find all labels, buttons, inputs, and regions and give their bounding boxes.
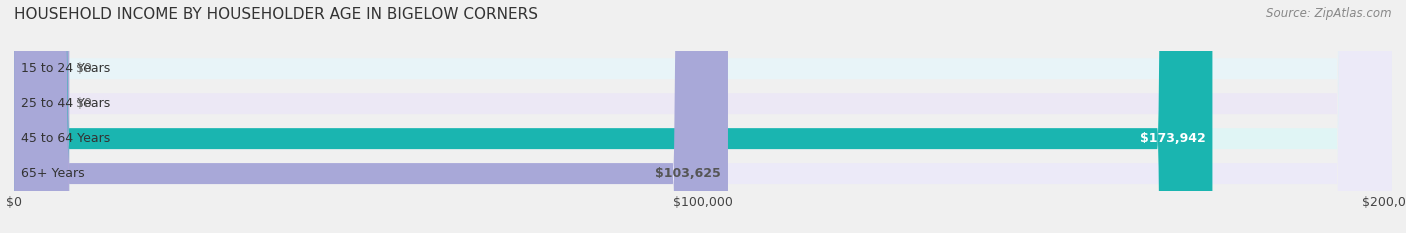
Text: 25 to 44 Years: 25 to 44 Years: [21, 97, 110, 110]
FancyBboxPatch shape: [14, 0, 1212, 233]
Text: 65+ Years: 65+ Years: [21, 167, 84, 180]
Text: HOUSEHOLD INCOME BY HOUSEHOLDER AGE IN BIGELOW CORNERS: HOUSEHOLD INCOME BY HOUSEHOLDER AGE IN B…: [14, 7, 538, 22]
FancyBboxPatch shape: [14, 0, 1392, 233]
Text: 15 to 24 Years: 15 to 24 Years: [21, 62, 110, 75]
FancyBboxPatch shape: [14, 0, 1392, 233]
FancyBboxPatch shape: [14, 0, 69, 233]
Text: Source: ZipAtlas.com: Source: ZipAtlas.com: [1267, 7, 1392, 20]
Text: $0: $0: [76, 62, 91, 75]
FancyBboxPatch shape: [14, 0, 1392, 233]
Text: $0: $0: [76, 97, 91, 110]
FancyBboxPatch shape: [14, 0, 1392, 233]
Text: 45 to 64 Years: 45 to 64 Years: [21, 132, 110, 145]
Text: $173,942: $173,942: [1140, 132, 1205, 145]
FancyBboxPatch shape: [14, 0, 728, 233]
FancyBboxPatch shape: [14, 0, 69, 233]
Text: $103,625: $103,625: [655, 167, 721, 180]
